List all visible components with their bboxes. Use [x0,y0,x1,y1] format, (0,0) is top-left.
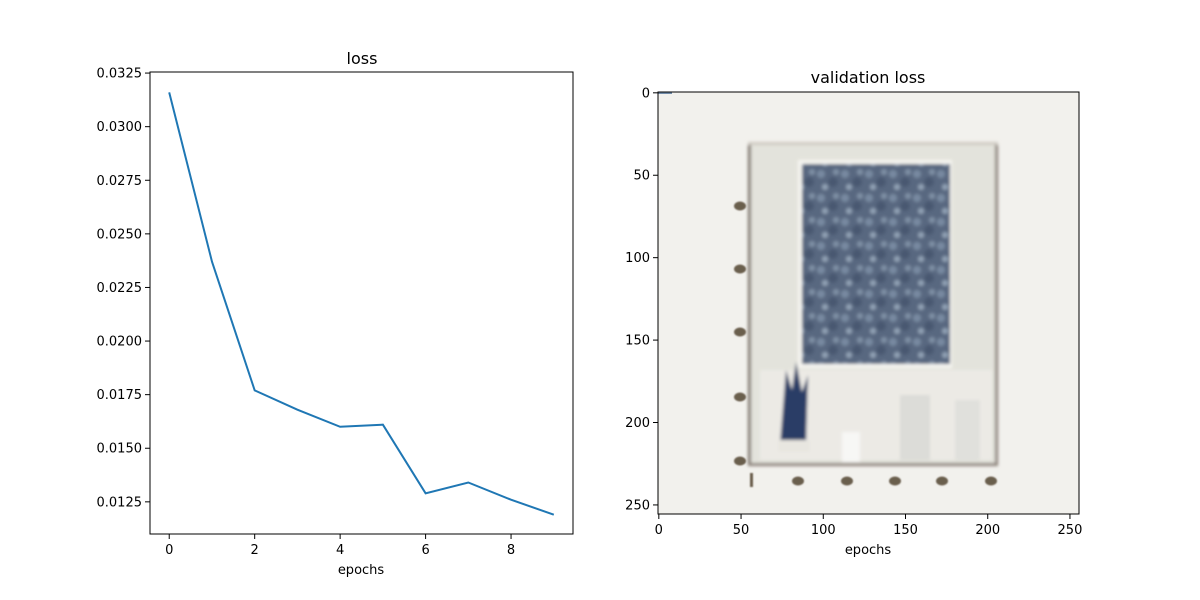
chart-title-right: validation loss [811,68,926,87]
validation-loss-image: validation loss [625,68,1082,558]
y-axis-ticks-right: 0 50 100 150 200 250 [625,86,658,513]
dot-marker [734,456,746,466]
x-tick-label: 0 [655,523,663,538]
loss-series-points [169,92,554,515]
dot-marker [936,476,948,486]
x-tick-label: 100 [811,523,836,538]
y-tick-label: 100 [625,251,650,266]
dot-marker [734,264,746,274]
x-tick-label: 150 [893,523,918,538]
framed-photo-icon [748,142,998,466]
dot-marker [792,476,804,486]
dot-marker [734,327,746,337]
loss-series-line [168,92,555,516]
y-tick-label: 250 [625,498,650,513]
x-tick-label: 6 [421,543,429,558]
image-content [658,92,1079,514]
y-axis-ticks: 0.0125 0.0150 0.0175 0.0200 0.0225 0.0250 0.02… [97,67,150,510]
y-tick-label: 0.0225 [97,281,143,296]
dot-marker [734,392,746,402]
y-tick-label: 0 [642,86,650,101]
plot-area [149,71,574,535]
x-axis-ticks: 0 2 4 6 8 [165,534,515,558]
dot-marker [985,476,997,486]
x-tick-label: 200 [975,523,1000,538]
y-tick-label: 0.0150 [97,442,143,457]
y-tick-label: 0.0300 [97,120,143,135]
y-tick-label: 0.0200 [97,335,143,350]
y-tick-label: 0.0125 [97,495,143,510]
x-axis-label-right: epochs [845,543,892,558]
x-tick-label: 2 [251,543,259,558]
dot-marker [841,476,853,486]
dot-marker [889,476,901,486]
dot-marker [734,201,746,211]
chart-title: loss [347,49,378,68]
dot-marker [750,473,753,487]
y-tick-label: 200 [625,416,650,431]
x-tick-label: 8 [507,543,515,558]
y-tick-label: 0.0325 [97,67,143,82]
y-tick-label: 150 [625,334,650,349]
x-tick-label: 250 [1058,523,1083,538]
x-tick-label: 50 [733,523,750,538]
image-axes-frame [657,91,1080,515]
y-tick-label: 0.0175 [97,388,143,403]
x-tick-label: 0 [165,543,173,558]
y-tick-label: 0.0250 [97,227,143,242]
y-tick-label: 0.0275 [97,174,143,189]
dot-markers [734,201,997,487]
x-axis-ticks-right: 0 50 100 150 200 250 [655,514,1083,538]
y-tick-label: 50 [633,169,650,184]
x-axis-label: epochs [338,563,385,578]
loss-chart: loss 0.0125 0.0150 0.0175 0.0200 0.0225 0.025… [97,49,574,578]
x-tick-label: 4 [336,543,344,558]
